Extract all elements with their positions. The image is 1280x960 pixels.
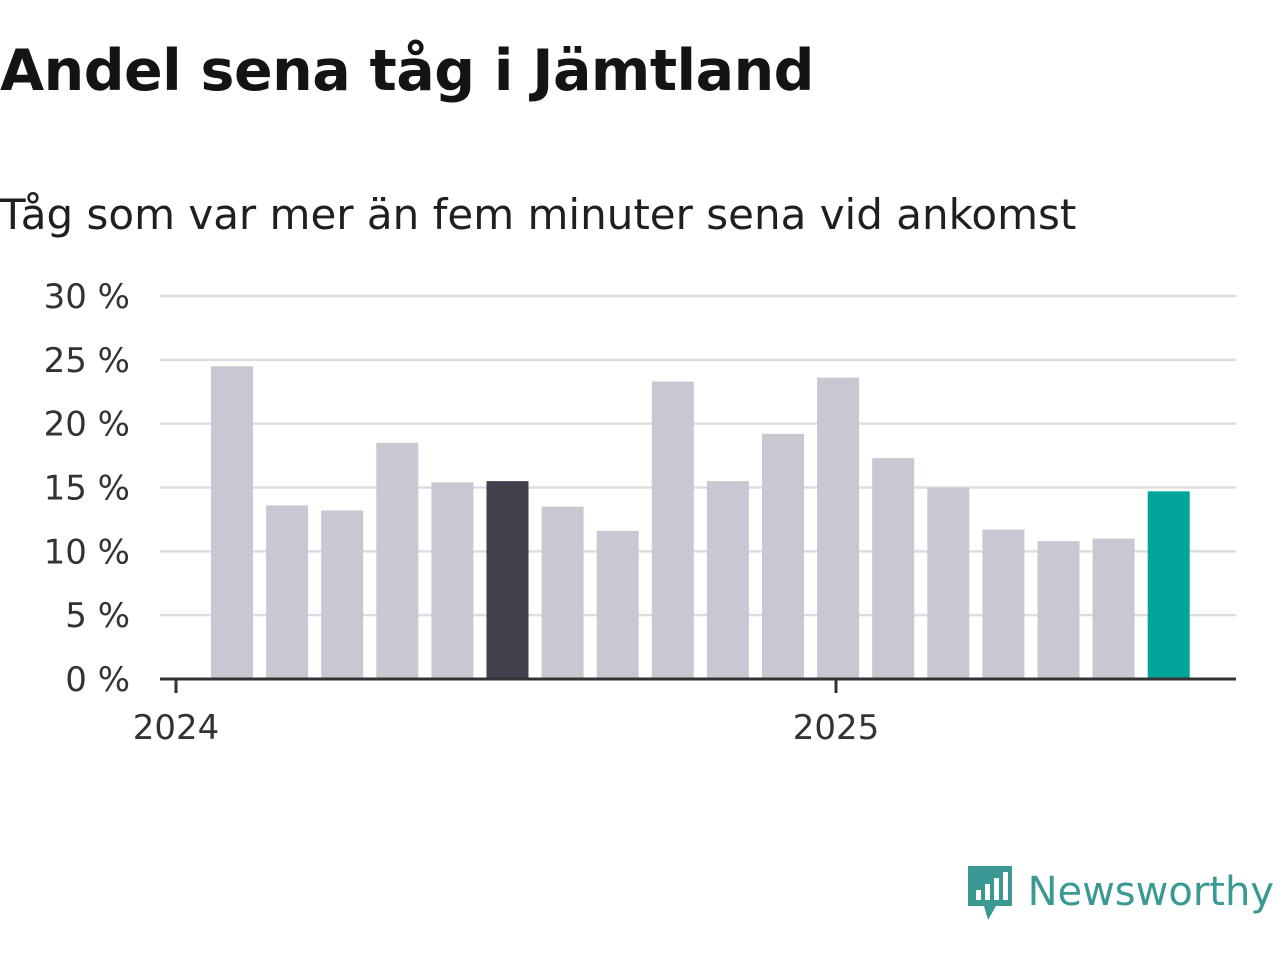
y-tick-label: 25 %: [44, 341, 130, 381]
brand-name: Newsworthy: [1027, 869, 1274, 915]
bar: [321, 510, 364, 679]
y-tick-label: 20 %: [44, 405, 130, 445]
bar: [1037, 541, 1080, 679]
bar: [872, 458, 915, 679]
y-tick-label: 5 %: [65, 596, 130, 636]
chart-title: Andel sena tåg i Jämtland: [0, 38, 814, 104]
bar: [982, 529, 1025, 679]
bar: [431, 482, 474, 679]
bar: [817, 377, 860, 679]
bar: [651, 381, 694, 679]
bar: [1147, 491, 1190, 679]
y-tick-label: 30 %: [44, 277, 130, 317]
y-tick-label: 15 %: [44, 469, 130, 509]
bar: [211, 366, 253, 679]
bar: [706, 481, 749, 679]
y-tick-label: 10 %: [44, 532, 130, 572]
bar: [266, 505, 309, 679]
bar: [1092, 538, 1135, 679]
bar: [376, 442, 419, 679]
brand-logo: Newsworthy: [964, 862, 1274, 922]
bar: [762, 433, 804, 679]
bar: [486, 481, 529, 679]
bar: [541, 506, 584, 679]
tick-labels: 0 % 5 % 10 % 15 % 20 % 25 % 30 % 2024 2025: [44, 277, 880, 748]
x-tick-label: 2024: [133, 708, 220, 748]
chart-subtitle: Tåg som var mer än fem minuter sena vid …: [0, 190, 1077, 239]
bar: [927, 487, 970, 679]
y-tick-label: 0 %: [65, 660, 130, 700]
newsworthy-logo-icon: [967, 866, 1012, 920]
x-tick-label: 2025: [793, 708, 880, 748]
bar: [596, 530, 639, 679]
bars: [211, 366, 1190, 679]
x-axis: [160, 677, 1236, 693]
bar-chart: 0 % 5 % 10 % 15 % 20 % 25 % 30 % 2024 2025: [44, 277, 1236, 748]
